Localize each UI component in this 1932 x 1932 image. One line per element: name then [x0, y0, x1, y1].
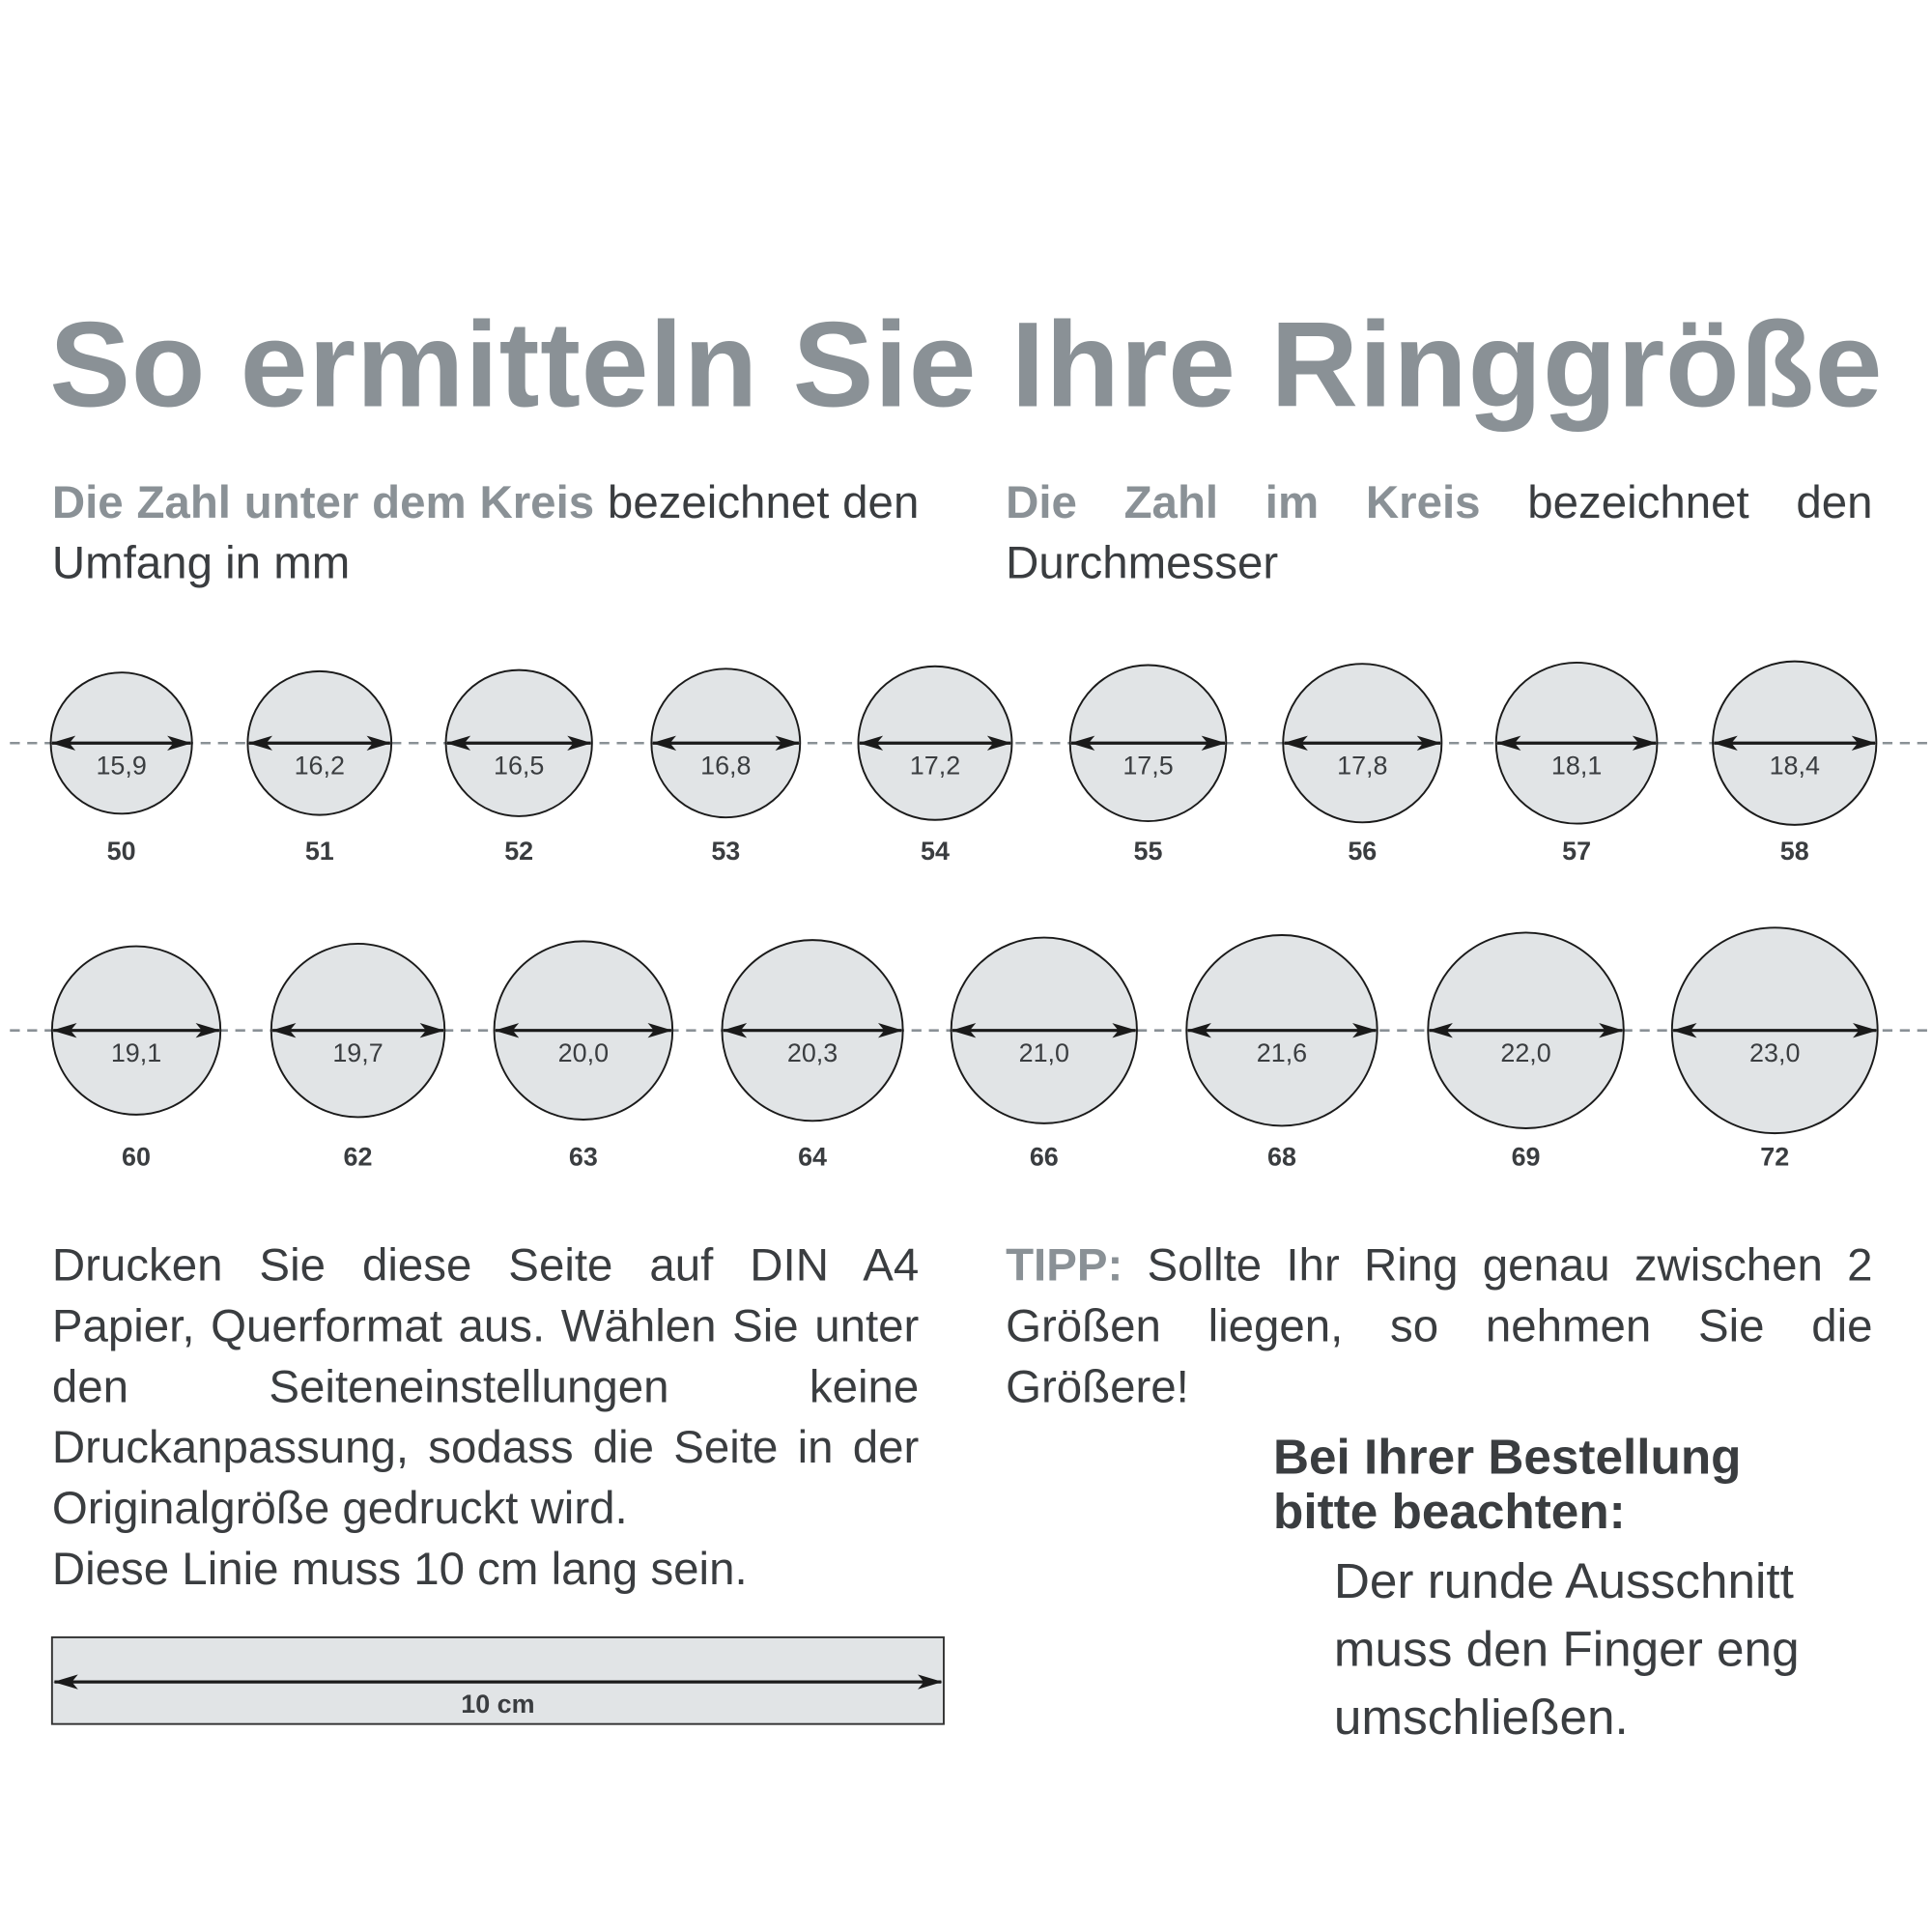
- diameter-label: 15,9: [96, 751, 146, 780]
- intro-circumference: Die Zahl unter dem Kreis bezeichnet den …: [52, 471, 919, 593]
- intro-diameter: Die Zahl im Kreis bezeichnet den Durchme…: [1006, 471, 1872, 593]
- ruler-label: 10 cm: [461, 1690, 534, 1719]
- diameter-label: 19,1: [111, 1038, 161, 1067]
- diameter-label: 16,5: [494, 751, 544, 780]
- circumference-label: 50: [107, 837, 136, 866]
- intro-diameter-highlight: Die Zahl im Kreis: [1006, 476, 1481, 528]
- order-note-body: Der runde Ausschnitt muss den Finger eng u…: [1334, 1548, 1800, 1753]
- order-note-heading-line: bitte beachten:: [1272, 1485, 1626, 1540]
- circumference-label: 56: [1348, 837, 1377, 866]
- circumference-label: 52: [504, 837, 533, 866]
- diameter-label: 23,0: [1749, 1038, 1800, 1067]
- circumference-label: 54: [921, 837, 950, 866]
- print-instructions-text: Drucken Sie diese Seite auf DIN A4 Papie…: [51, 1239, 920, 1534]
- circumference-label: 57: [1562, 837, 1591, 866]
- intro-circumference-highlight: Die Zahl unter dem Kreis: [51, 476, 595, 528]
- diameter-label: 18,1: [1551, 751, 1602, 780]
- circumference-label: 68: [1267, 1142, 1296, 1171]
- diameter-label: 19,7: [332, 1038, 383, 1067]
- order-note-line: umschließen.: [1333, 1690, 1629, 1746]
- tip-label: TIPP:: [1006, 1239, 1123, 1291]
- order-note-line: Der runde Ausschnitt: [1333, 1554, 1794, 1609]
- diameter-label: 20,0: [558, 1038, 609, 1067]
- print-instructions: Drucken Sie diese Seite auf DIN A4 Papie…: [52, 1235, 919, 1599]
- page-title: So ermitteln Sie Ihre Ringgröße: [49, 296, 1884, 433]
- diameter-label: 17,8: [1337, 751, 1387, 780]
- intro-circumference-text: bezeichnet den Umfang in mm: [51, 476, 920, 588]
- intro-diameter-text: bezeichnet den Durchmesser: [1006, 476, 1873, 588]
- diameter-label: 22,0: [1500, 1038, 1550, 1067]
- diameter-label: 20,3: [787, 1038, 838, 1067]
- diameter-label: 21,6: [1257, 1038, 1307, 1067]
- tip-text: Sollte Ihr Ring genau zwischen 2 Größen …: [1006, 1239, 1873, 1412]
- diameter-label: 17,5: [1122, 751, 1173, 780]
- circumference-label: 62: [344, 1142, 373, 1171]
- circumference-label: 53: [711, 837, 740, 866]
- diameter-label: 16,2: [295, 751, 345, 780]
- circumference-label: 64: [798, 1142, 827, 1171]
- line-instruction: Diese Linie muss 10 cm lang sein.: [51, 1543, 748, 1595]
- order-note-heading: Bei Ihrer Bestellung bitte beachten:: [1273, 1431, 1741, 1540]
- circumference-label: 63: [569, 1142, 598, 1171]
- circumference-label: 66: [1030, 1142, 1059, 1171]
- circumference-label: 72: [1760, 1142, 1789, 1171]
- diameter-label: 17,2: [910, 751, 960, 780]
- circumference-label: 58: [1780, 837, 1809, 866]
- order-note-heading-line: Bei Ihrer Bestellung: [1272, 1430, 1742, 1486]
- circumference-label: 60: [122, 1142, 151, 1171]
- diameter-label: 21,0: [1019, 1038, 1069, 1067]
- order-note-line: muss den Finger eng: [1333, 1622, 1800, 1677]
- circumference-label: 69: [1512, 1142, 1541, 1171]
- tip: TIPP: Sollte Ihr Ring genau zwischen 2 G…: [1006, 1235, 1872, 1416]
- circumference-label: 51: [305, 837, 334, 866]
- diameter-label: 16,8: [700, 751, 751, 780]
- diameter-label: 18,4: [1770, 751, 1820, 780]
- circumference-label: 55: [1134, 837, 1163, 866]
